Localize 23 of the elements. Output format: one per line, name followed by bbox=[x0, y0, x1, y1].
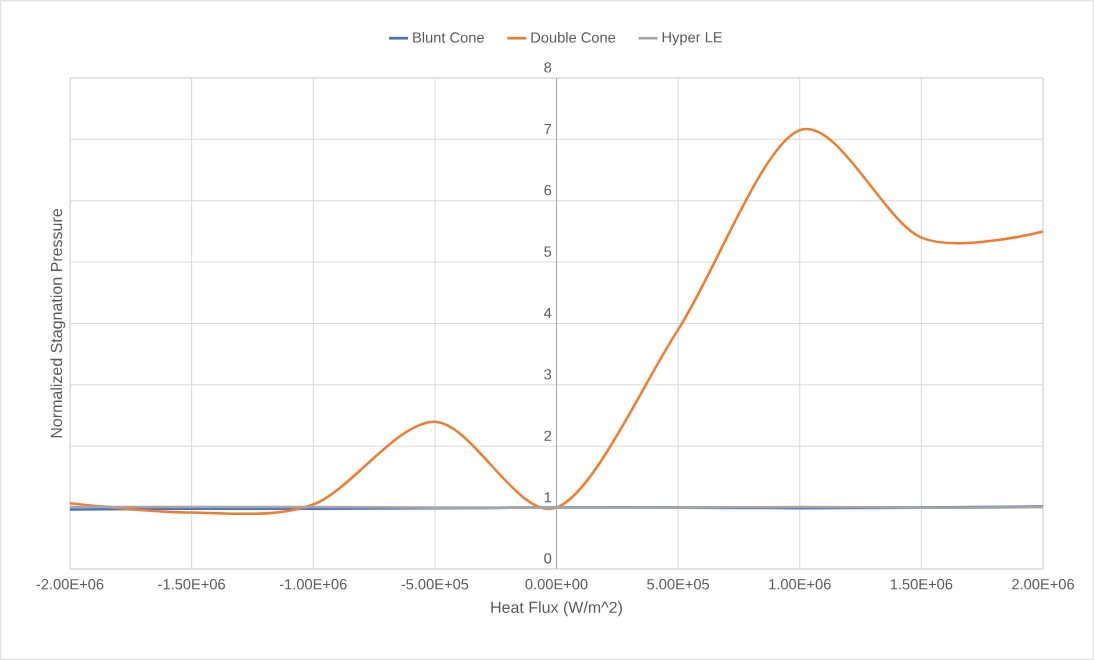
x-axis-title: Heat Flux (W/m^2) bbox=[491, 601, 622, 617]
x-tick-label: -1.00E+06 bbox=[279, 579, 347, 590]
legend-label: Blunt Cone bbox=[413, 31, 484, 43]
x-tick-label: 2.00E+06 bbox=[1012, 579, 1074, 590]
y-tick-label: 0 bbox=[544, 553, 552, 564]
legend-label: Double Cone bbox=[531, 31, 616, 43]
legend-label: Hyper LE bbox=[662, 32, 722, 46]
x-tick-label: 1.50E+06 bbox=[890, 579, 953, 590]
y-tick-label: 6 bbox=[544, 185, 552, 196]
y-tick-label: 4 bbox=[543, 308, 552, 319]
y-tick-label: 8 bbox=[544, 62, 552, 73]
x-tick-label: -5.00E+05 bbox=[401, 579, 469, 590]
x-tick-label: -1.50E+06 bbox=[158, 579, 226, 590]
y-tick-label: 1 bbox=[544, 492, 552, 503]
x-tick-label: 1.00E+06 bbox=[769, 579, 831, 590]
y-tick-label: 7 bbox=[544, 123, 552, 134]
y-tick-label: 2 bbox=[544, 430, 552, 441]
x-tick-label: 5.00E+05 bbox=[647, 579, 710, 590]
x-tick-label: -2.00E+06 bbox=[36, 579, 104, 590]
y-tick-label: 3 bbox=[544, 369, 552, 380]
x-tick-label: 0.00E+00 bbox=[525, 579, 588, 590]
y-axis-title: Normalized Stagnation Pressure bbox=[50, 209, 66, 438]
y-tick-label: 5 bbox=[544, 246, 552, 257]
